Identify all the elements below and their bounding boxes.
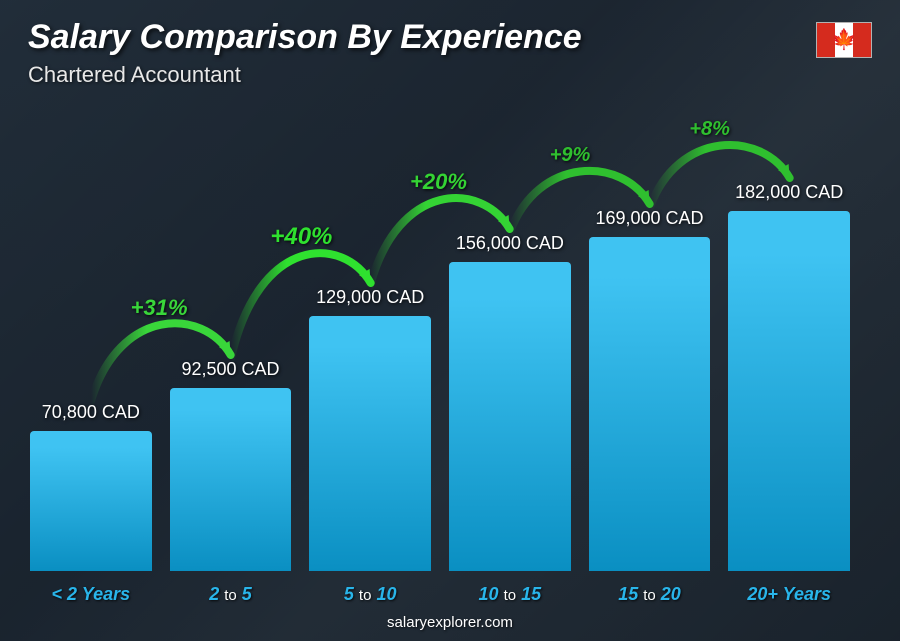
bar-x-label: 2 to 5 xyxy=(170,584,292,605)
bar-3: 156,000 CAD10 to 15 xyxy=(449,120,571,571)
bar-value-label: 156,000 CAD xyxy=(456,233,564,254)
bar-x-label: 5 to 10 xyxy=(309,584,431,605)
increase-pct-4: +8% xyxy=(689,118,730,141)
canada-flag-icon: 🍁 xyxy=(816,22,872,58)
bar-1: 92,500 CAD2 to 5 xyxy=(170,120,292,571)
increase-pct-1: +40% xyxy=(270,223,332,251)
bar-rect xyxy=(728,211,850,571)
footer-credit: salaryexplorer.com xyxy=(0,614,900,631)
increase-pct-0: +31% xyxy=(131,295,188,321)
bar-value-label: 182,000 CAD xyxy=(735,182,843,203)
maple-leaf-icon: 🍁 xyxy=(832,30,857,50)
increase-pct-2: +20% xyxy=(410,169,467,195)
bar-rect xyxy=(30,431,152,571)
bar-value-label: 92,500 CAD xyxy=(181,359,279,380)
bar-x-label: 20+ Years xyxy=(728,584,850,605)
bar-rect xyxy=(449,262,571,571)
bar-value-label: 129,000 CAD xyxy=(316,287,424,308)
bar-x-label: 10 to 15 xyxy=(449,584,571,605)
bar-5: 182,000 CAD20+ Years xyxy=(728,120,850,571)
bar-rect xyxy=(170,388,292,571)
chart-canvas: Salary Comparison By Experience Chartere… xyxy=(0,0,900,641)
bar-4: 169,000 CAD15 to 20 xyxy=(589,120,711,571)
bar-value-label: 169,000 CAD xyxy=(595,208,703,229)
increase-pct-3: +9% xyxy=(550,144,591,167)
bar-rect xyxy=(589,237,711,571)
bar-rect xyxy=(309,316,431,571)
bar-x-label: < 2 Years xyxy=(30,584,152,605)
chart-title: Salary Comparison By Experience xyxy=(28,18,582,57)
bar-x-label: 15 to 20 xyxy=(589,584,711,605)
bar-value-label: 70,800 CAD xyxy=(42,402,140,423)
bar-0: 70,800 CAD< 2 Years xyxy=(30,120,152,571)
chart-subtitle: Chartered Accountant xyxy=(28,62,241,88)
